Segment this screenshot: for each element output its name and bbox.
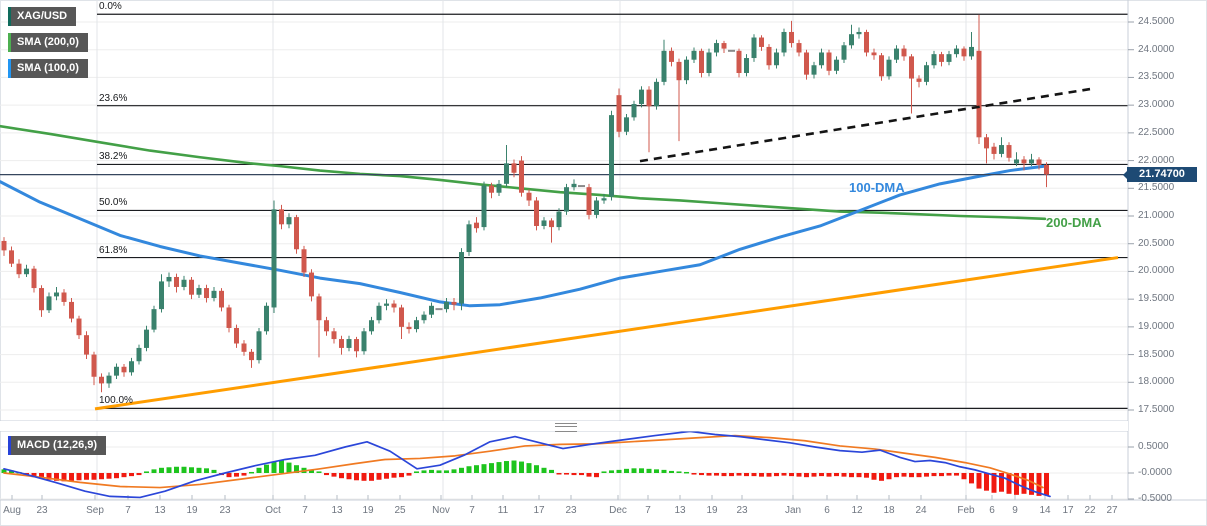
date-axis-label: 17 <box>1062 505 1074 516</box>
fib-level-label: 61.8% <box>99 244 128 256</box>
100-dma-label: 100-DMA <box>849 180 905 195</box>
date-axis-label: Oct <box>265 505 281 516</box>
date-axis-label: 23 <box>219 505 231 516</box>
date-axis-label: 19 <box>362 505 374 516</box>
date-axis-label: 18 <box>883 505 895 516</box>
macd-axis-label: 0.5000 <box>1138 441 1169 452</box>
price-axis-label: 17.5000 <box>1138 404 1175 415</box>
date-axis-label: 7 <box>469 505 475 516</box>
price-axis-label: 19.0000 <box>1138 320 1175 332</box>
date-axis-label: 12 <box>851 505 863 516</box>
price-axis-label: 24.5000 <box>1138 16 1175 27</box>
price-axis-label: 20.5000 <box>1138 237 1175 249</box>
date-axis-label: 25 <box>394 505 406 516</box>
price-axis-label: 24.0000 <box>1138 43 1175 55</box>
date-axis-label: 23 <box>736 505 748 516</box>
macd-legend-chip[interactable]: MACD (12,26,9) <box>8 436 107 455</box>
last-price-badge: 21.74700 <box>1123 167 1197 183</box>
price-axis-label: 22.0000 <box>1138 154 1175 166</box>
sma100-legend-chip[interactable]: SMA (100,0) <box>8 59 88 78</box>
date-axis-label: 24 <box>915 505 927 516</box>
date-axis-label: 19 <box>186 505 198 516</box>
date-axis-label: 14 <box>1039 505 1051 516</box>
date-axis-label: 7 <box>645 505 651 516</box>
price-axis-label: 18.0000 <box>1138 376 1175 388</box>
date-axis-label: Nov <box>432 505 450 516</box>
fib-level-label: 100.0% <box>99 395 133 407</box>
date-axis-label: 23 <box>565 505 577 516</box>
date-axis-label: 6 <box>824 505 830 516</box>
date-axis-label: 13 <box>154 505 166 516</box>
pane-divider <box>0 421 1128 432</box>
date-axis-label: 9 <box>1012 505 1018 516</box>
200-dma-label: 200-DMA <box>1046 215 1102 230</box>
date-axis-label: Sep <box>86 505 104 516</box>
fib-level-label: 38.2% <box>99 151 128 163</box>
price-axis-label: 21.5000 <box>1138 182 1175 194</box>
date-axis-label: 27 <box>1106 505 1118 516</box>
macd-axis-label: -0.5000 <box>1138 493 1172 504</box>
date-axis-label: Jan <box>784 505 802 516</box>
price-axis-label: 22.5000 <box>1138 126 1175 138</box>
date-axis-label: 6 <box>989 505 995 516</box>
date-axis-label: 11 <box>497 505 509 516</box>
date-axis-label: 13 <box>331 505 343 516</box>
date-axis-label: Feb <box>957 505 975 516</box>
fib-level-label: 50.0% <box>99 197 128 209</box>
date-axis-label: 7 <box>302 505 308 516</box>
fib-level-label: 23.6% <box>99 92 128 104</box>
pane-resize-handle[interactable] <box>555 423 577 432</box>
price-axis-label: 23.5000 <box>1138 71 1175 83</box>
price-axis-label: 21.0000 <box>1138 210 1175 221</box>
date-axis-label: Dec <box>609 505 627 516</box>
date-axis-label: 17 <box>533 505 545 516</box>
price-axis-label: 19.5000 <box>1138 293 1175 305</box>
symbol-chip[interactable]: XAG/USD <box>8 7 77 26</box>
price-axis-label: 23.0000 <box>1138 99 1175 111</box>
date-axis-label: 22 <box>1084 505 1096 516</box>
price-axis-label: 20.0000 <box>1138 265 1175 277</box>
price-axis-label: 18.5000 <box>1138 348 1175 360</box>
date-axis-label: 19 <box>706 505 718 516</box>
fib-level-label: 0.0% <box>99 1 122 13</box>
date-axis-label: 13 <box>674 505 686 516</box>
date-axis-label: 23 <box>36 505 48 516</box>
sma200-legend-chip[interactable]: SMA (200,0) <box>8 33 88 52</box>
macd-axis-label: -0.0000 <box>1138 467 1172 478</box>
date-axis-label: Aug <box>3 505 21 516</box>
date-axis-label: 7 <box>125 505 131 516</box>
